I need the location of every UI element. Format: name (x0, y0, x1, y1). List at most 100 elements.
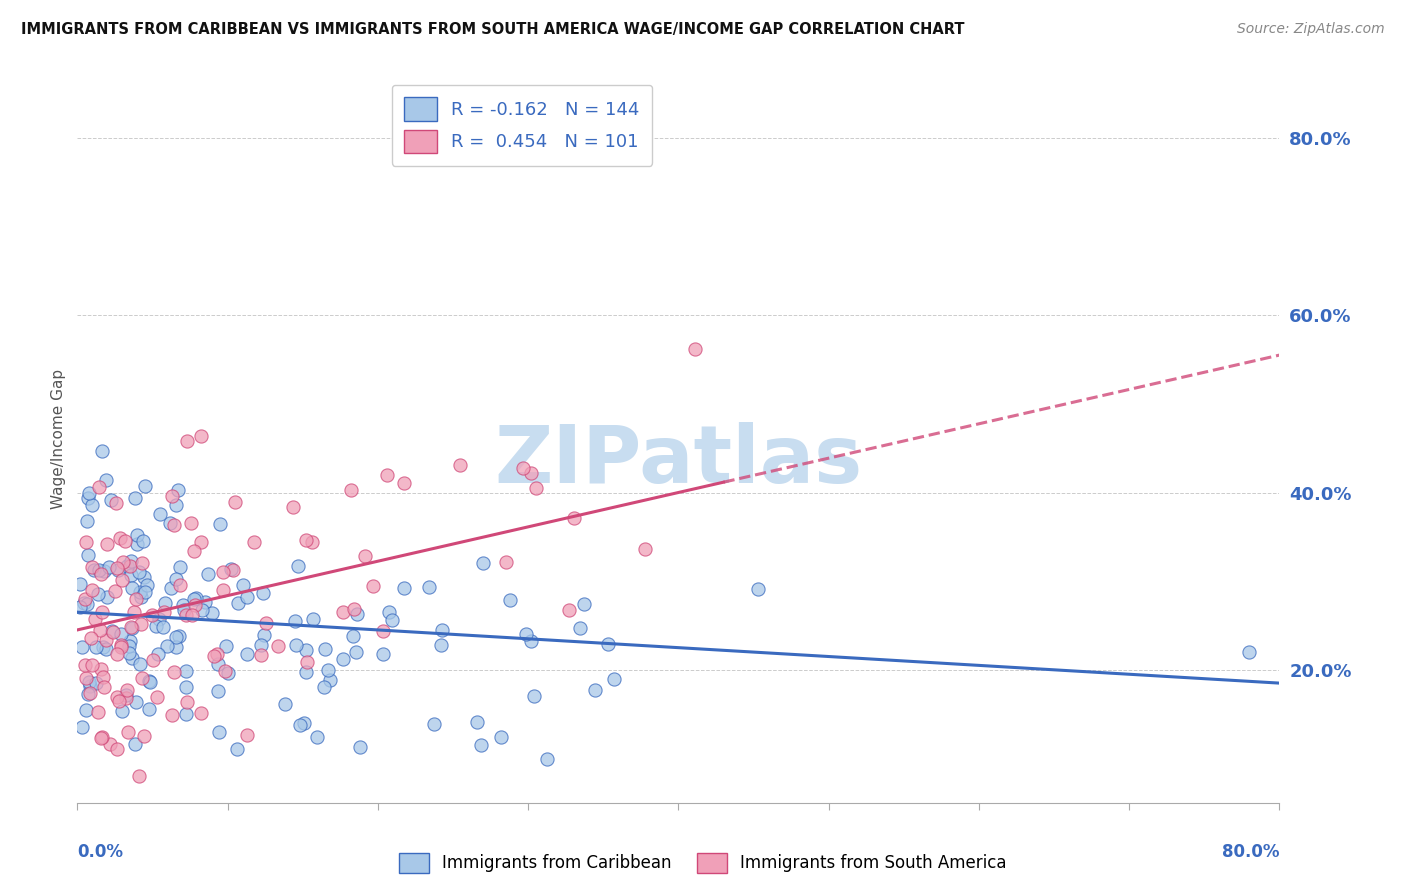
Point (132, 570, 155, 584)
Point (134, 479, 156, 493)
Point (201, 606, 224, 620)
Point (108, 531, 131, 545)
Point (523, 689, 546, 703)
Point (205, 647, 228, 661)
Point (160, 582, 183, 596)
Point (515, 627, 537, 641)
Point (381, 613, 404, 627)
Point (90, 605, 112, 619)
Point (125, 695, 148, 709)
Point (160, 489, 183, 503)
Point (430, 623, 453, 637)
Legend: R = -0.162   N = 144, R =  0.454   N = 101: R = -0.162 N = 144, R = 0.454 N = 101 (392, 85, 652, 166)
Point (180, 608, 202, 623)
Point (84, 640, 107, 654)
Point (536, 752, 558, 766)
Point (79, 679, 101, 693)
Point (93, 680, 115, 694)
Point (153, 596, 176, 610)
Point (73, 595, 96, 609)
Legend: Immigrants from Caribbean, Immigrants from South America: Immigrants from Caribbean, Immigrants fr… (392, 847, 1014, 880)
Point (139, 674, 162, 689)
Point (212, 582, 235, 597)
Point (226, 596, 249, 610)
Point (115, 690, 138, 705)
Point (301, 535, 323, 549)
Point (79, 686, 101, 700)
Point (169, 578, 191, 592)
Point (91, 731, 114, 745)
Point (242, 535, 264, 549)
Point (118, 559, 141, 574)
Point (361, 579, 384, 593)
Point (470, 738, 492, 752)
Point (449, 458, 471, 472)
Point (132, 729, 155, 743)
Point (354, 549, 377, 563)
Point (208, 724, 231, 739)
Point (520, 633, 543, 648)
Point (183, 543, 205, 558)
Point (141, 607, 163, 622)
Point (346, 607, 368, 621)
Point (120, 620, 142, 634)
Point (69, 600, 91, 615)
Point (77, 491, 100, 505)
Point (104, 495, 127, 509)
Point (190, 535, 212, 549)
Point (290, 718, 312, 732)
Point (128, 565, 150, 579)
Point (132, 534, 155, 549)
Point (77, 687, 100, 701)
Point (371, 647, 394, 661)
Point (180, 516, 202, 530)
Point (120, 567, 142, 582)
Point (152, 620, 174, 634)
Point (90, 731, 112, 745)
Point (76, 548, 98, 562)
Point (131, 556, 153, 570)
Point (76, 597, 98, 611)
Point (128, 769, 150, 783)
Point (250, 648, 273, 662)
Point (172, 598, 194, 612)
Point (72, 640, 94, 654)
Point (80, 631, 103, 645)
Point (174, 665, 197, 679)
Point (373, 624, 395, 638)
Text: IMMIGRANTS FROM CARIBBEAN VS IMMIGRANTS FROM SOUTH AMERICA WAGE/INCOME GAP CORRE: IMMIGRANTS FROM CARIBBEAN VS IMMIGRANTS … (21, 22, 965, 37)
Point (97, 560, 120, 574)
Point (115, 683, 138, 698)
Point (90, 662, 112, 676)
Point (284, 638, 307, 652)
Point (418, 580, 440, 594)
Point (115, 558, 138, 573)
Point (224, 494, 246, 508)
Point (176, 695, 198, 709)
Point (117, 725, 139, 739)
Point (165, 631, 187, 645)
Point (87, 480, 110, 494)
Point (430, 638, 453, 652)
Y-axis label: Wage/Income Gap: Wage/Income Gap (51, 369, 66, 509)
Point (219, 561, 242, 575)
Point (96, 590, 118, 604)
Point (252, 586, 274, 600)
Point (583, 683, 606, 698)
Point (134, 585, 156, 599)
Point (125, 537, 148, 551)
Point (287, 558, 309, 573)
Point (105, 561, 128, 575)
Point (96, 537, 118, 551)
Point (110, 638, 132, 652)
Point (124, 491, 146, 505)
Point (302, 612, 325, 626)
Point (108, 694, 131, 708)
Point (512, 460, 534, 475)
Point (226, 742, 249, 756)
Point (174, 706, 197, 721)
Point (93, 565, 115, 579)
Point (124, 738, 146, 752)
Point (129, 657, 152, 672)
Point (163, 665, 186, 680)
